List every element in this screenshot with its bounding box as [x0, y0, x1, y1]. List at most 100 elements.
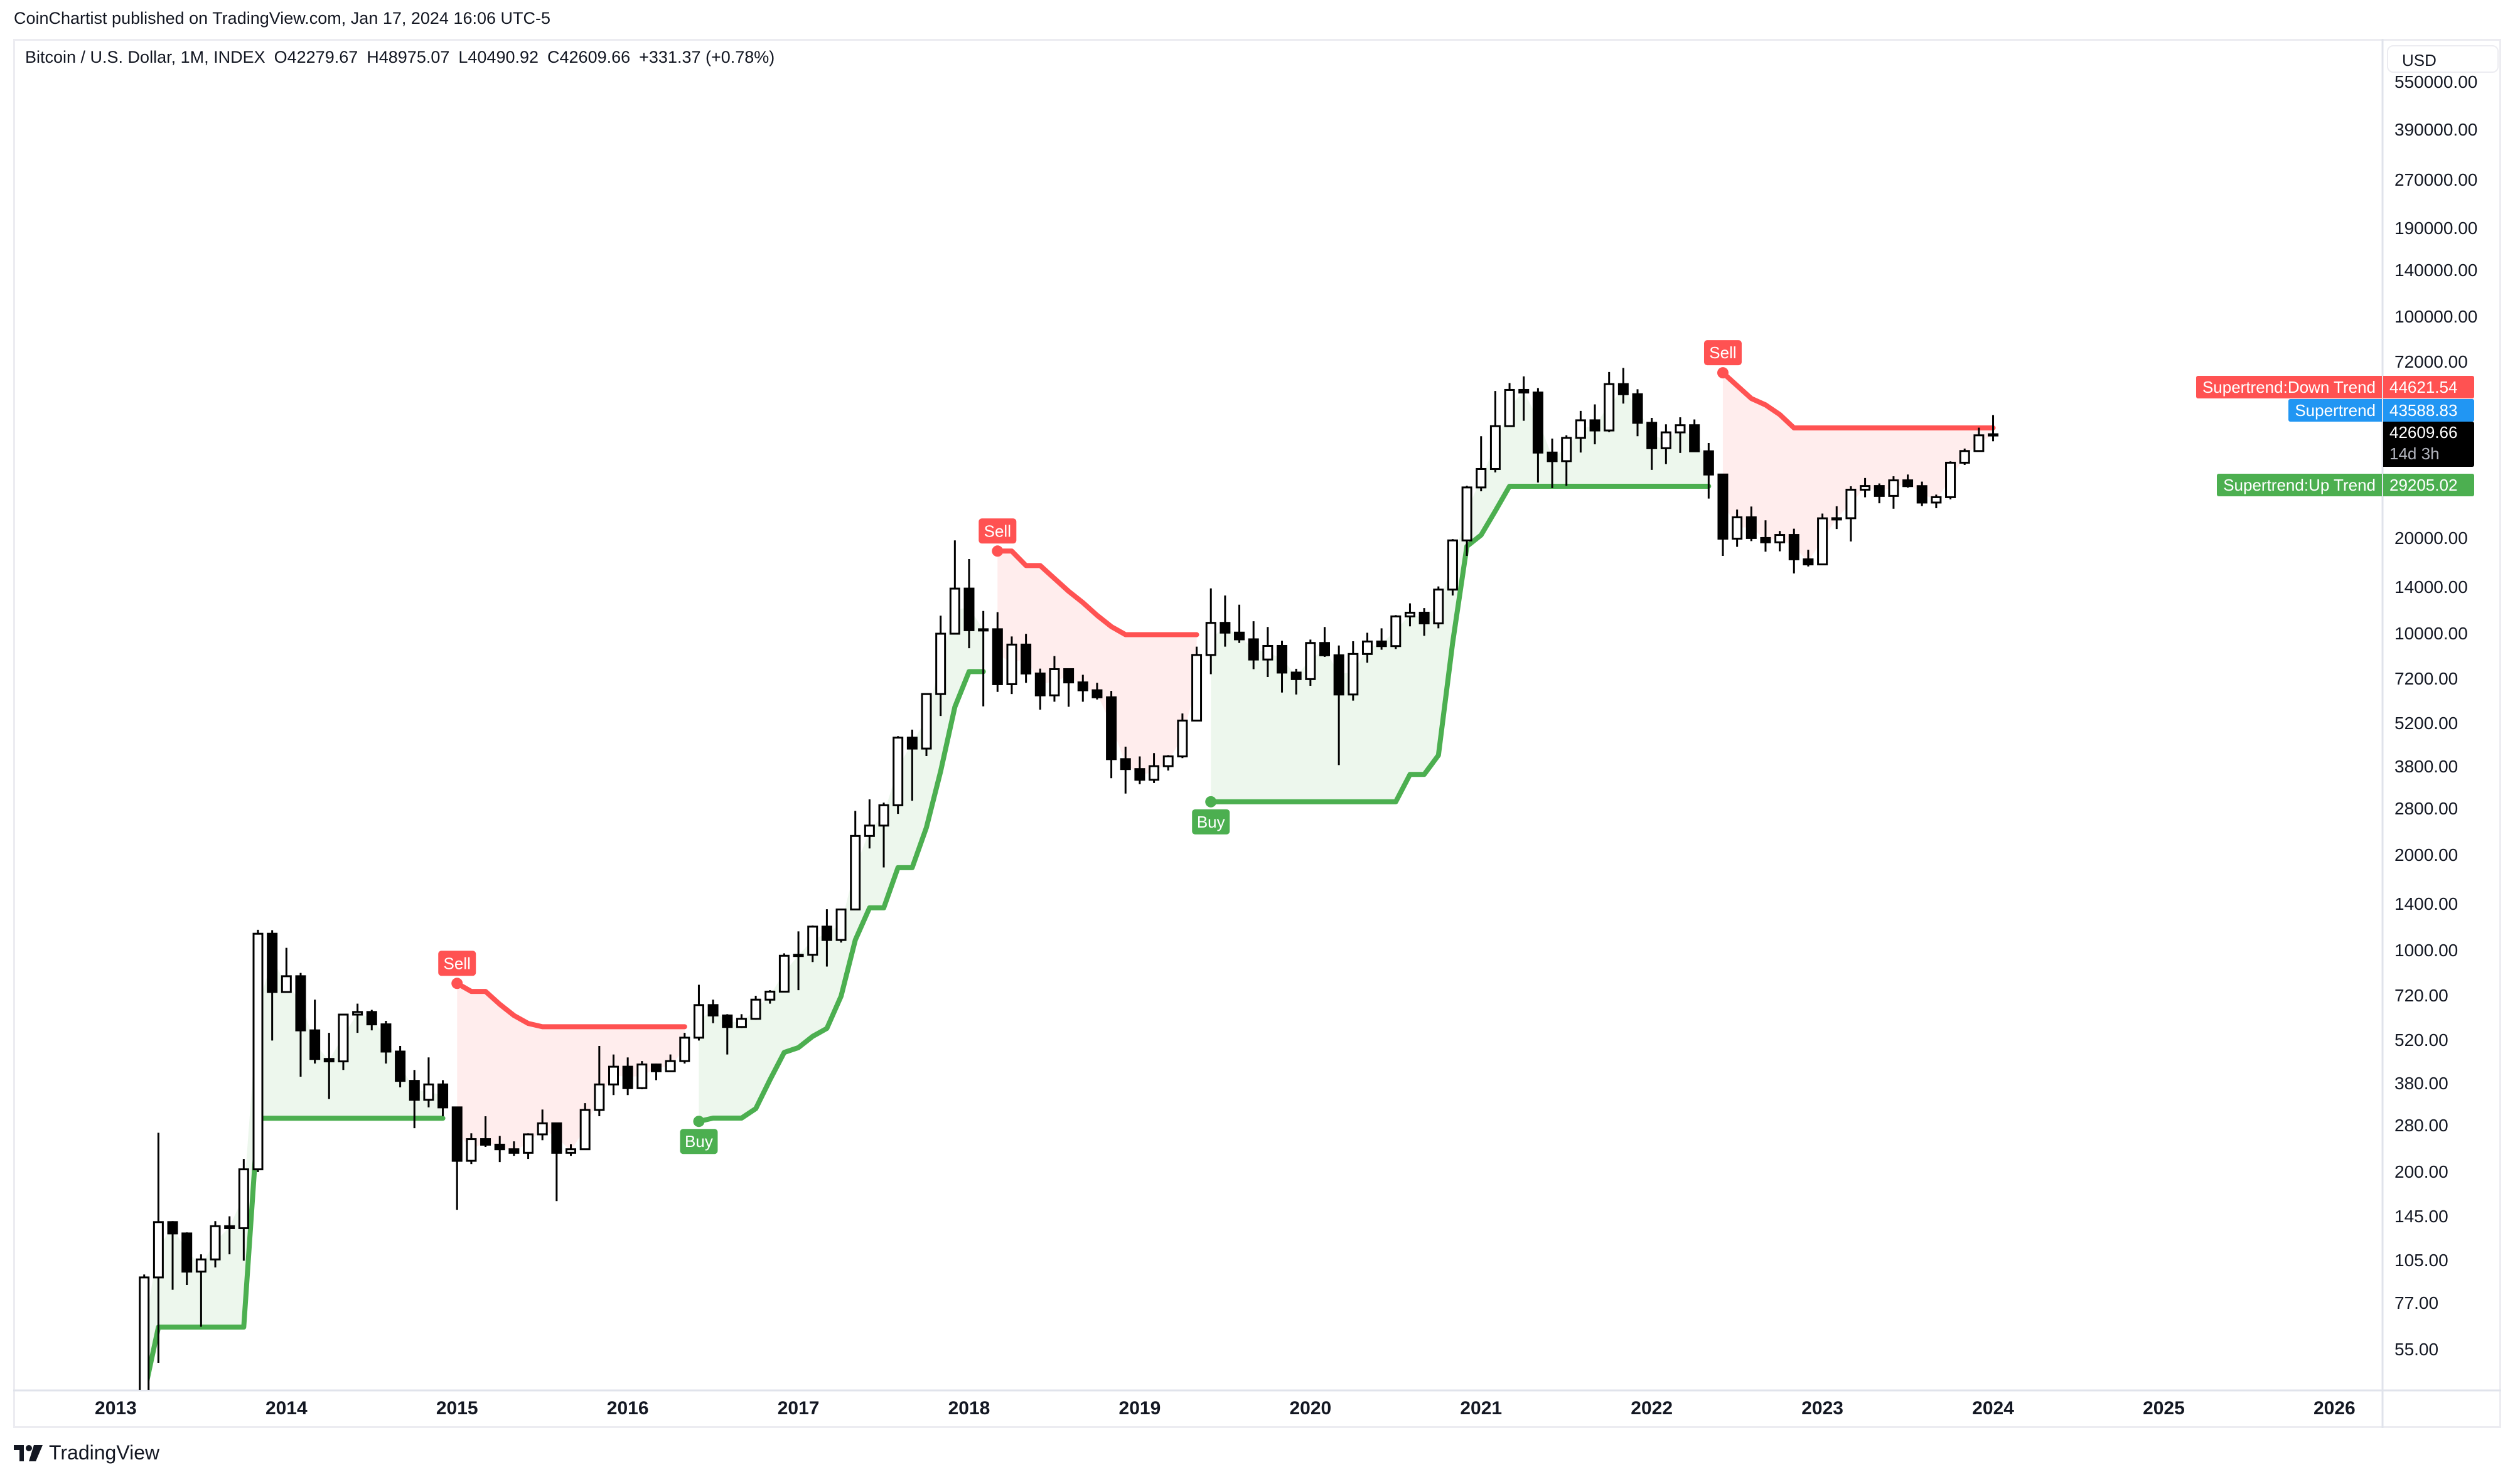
candle: [807, 925, 818, 962]
down-trend-name: Supertrend:Down Trend: [2196, 376, 2382, 398]
candle: [935, 616, 946, 717]
candle: [1134, 756, 1145, 784]
tradingview-logo-icon: [14, 1444, 43, 1461]
candle-body-down: [992, 628, 1003, 685]
signal-dot: [1717, 367, 1729, 379]
candle-body-up: [566, 1148, 577, 1154]
candle: [1376, 628, 1387, 650]
candle: [1290, 668, 1302, 695]
down-trend-fill: [457, 983, 685, 1151]
candle-body-down: [1717, 473, 1729, 540]
signal-label-text: Sell: [984, 521, 1011, 540]
candle-body-up: [750, 998, 761, 1020]
candle: [295, 973, 306, 1077]
price-tick-label: 380.00: [2394, 1074, 2448, 1094]
candle-body-up: [1476, 467, 1487, 489]
candle: [423, 1057, 434, 1107]
price-tick-label: 1400.00: [2394, 894, 2458, 914]
signal-dot: [693, 1116, 705, 1128]
candle: [1774, 531, 1786, 552]
candle: [693, 984, 704, 1041]
candle: [1973, 427, 1985, 452]
candle-body-up: [1049, 668, 1060, 696]
price-tick-label: 72000.00: [2394, 352, 2468, 372]
bar-countdown: 14d 3h: [2389, 444, 2440, 463]
candle: [1817, 513, 1828, 566]
candle-body-up: [1447, 539, 1458, 591]
candle-body-down: [167, 1221, 178, 1235]
year-tick-label: 2025: [2143, 1398, 2185, 1419]
candle: [1589, 404, 1600, 445]
candle: [1404, 603, 1415, 627]
candle: [210, 1221, 221, 1267]
candle: [764, 990, 776, 1004]
year-tick-label: 2019: [1118, 1398, 1161, 1419]
candle-body-up: [679, 1037, 690, 1062]
candle: [1447, 539, 1458, 596]
candle-body-down: [437, 1083, 449, 1109]
year-tick-label: 2026: [2313, 1398, 2356, 1419]
candle: [1845, 486, 1857, 541]
candle: [153, 1133, 164, 1363]
candle: [1547, 438, 1558, 489]
candle-body-down: [821, 925, 832, 941]
candle-body-up: [1959, 450, 1970, 464]
currency-button[interactable]: USD: [2387, 45, 2499, 73]
price-tick-label: 77.00: [2394, 1293, 2439, 1313]
candle-body-up: [139, 1276, 150, 1390]
candle-body-down: [1547, 451, 1558, 462]
candle: [352, 1003, 363, 1033]
candle-body-down: [650, 1064, 662, 1072]
candle: [380, 1021, 392, 1064]
candle: [921, 693, 932, 757]
candle-body-down: [1091, 689, 1103, 698]
candle-body-down: [1916, 485, 1928, 504]
candle-body-down: [622, 1065, 633, 1089]
candle: [409, 1070, 420, 1129]
candle: [722, 1014, 733, 1055]
candle-body-down: [1077, 681, 1088, 691]
candle-body-up: [921, 693, 932, 750]
price-tick-label: 190000.00: [2394, 218, 2478, 238]
signal-dot: [1205, 796, 1217, 808]
candle-body-up: [736, 1018, 747, 1028]
candle-body-up: [693, 1004, 704, 1039]
candle: [309, 1000, 321, 1064]
year-tick-label: 2013: [95, 1398, 137, 1419]
candle: [252, 929, 264, 1172]
down-trend-value: 44621.54: [2383, 376, 2474, 398]
candle-body-up: [878, 804, 889, 827]
candle: [978, 611, 989, 707]
candle-body-down: [380, 1023, 392, 1053]
candle: [1902, 474, 1914, 488]
candle-body-up: [1888, 479, 1899, 497]
candle: [906, 729, 918, 801]
candle-body-down: [1589, 419, 1600, 432]
ohlc-close: C42609.66: [547, 48, 631, 67]
candle: [1860, 477, 1871, 498]
tradingview-logo[interactable]: TradingView: [14, 1441, 159, 1464]
candle-body-up: [608, 1065, 619, 1085]
candle-body-up: [764, 990, 776, 1001]
candle-body-up: [1504, 388, 1515, 427]
price-tick-label: 3800.00: [2394, 757, 2458, 777]
candle: [323, 1033, 335, 1099]
candle-body-up: [523, 1133, 534, 1154]
candle-body-up: [252, 932, 264, 1171]
year-tick-label: 2020: [1289, 1398, 1332, 1419]
candle: [1205, 588, 1216, 675]
chart-panel[interactable]: [13, 39, 2501, 1428]
candle-body-down: [1290, 671, 1302, 680]
candle-body-down: [309, 1029, 321, 1060]
candle: [551, 1122, 562, 1202]
candle: [1433, 586, 1444, 629]
candle: [1532, 388, 1543, 483]
supertrend-name: Supertrend: [2288, 399, 2382, 422]
price-tick-label: 100000.00: [2394, 307, 2478, 326]
candle: [537, 1109, 548, 1141]
candle-body-down: [1518, 388, 1530, 394]
candle: [679, 1033, 690, 1064]
candle-body-up: [665, 1060, 676, 1072]
candle: [636, 1061, 648, 1090]
